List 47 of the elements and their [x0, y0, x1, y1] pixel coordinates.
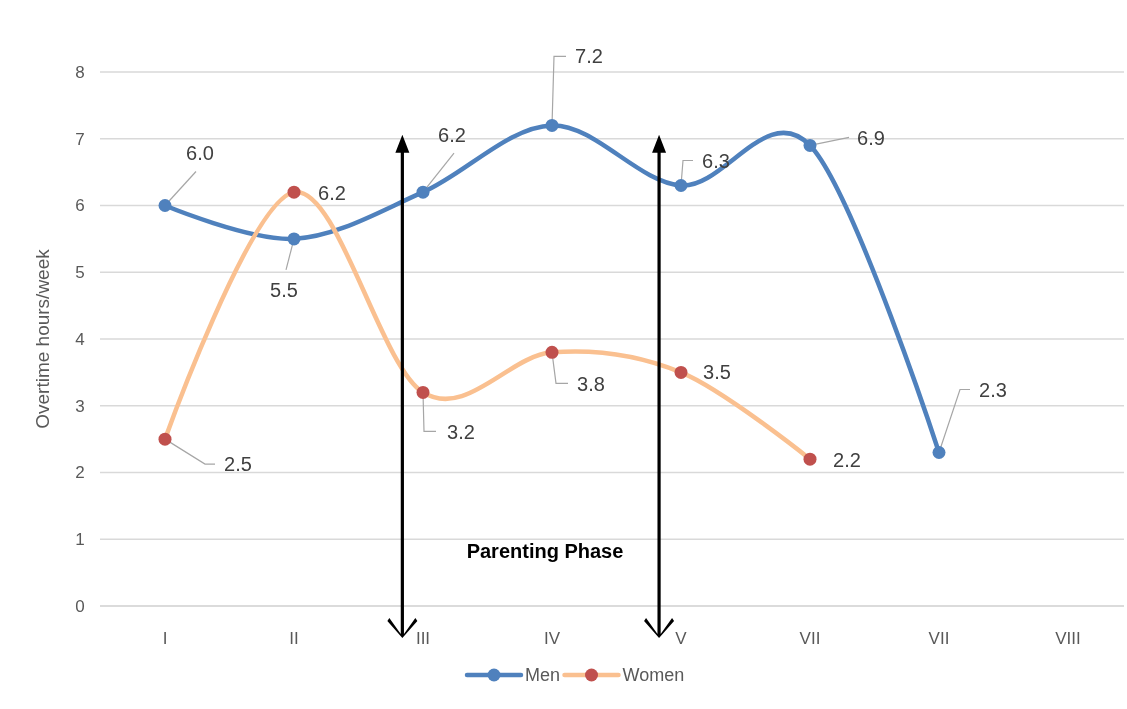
point [674, 178, 688, 192]
point [545, 345, 559, 359]
data-label: 6.9 [857, 127, 885, 150]
data-label: 2.3 [979, 379, 1007, 402]
data-label: 6.3 [702, 150, 730, 173]
x-tick-label: III [415, 628, 431, 648]
data-label: 3.2 [447, 421, 475, 444]
data-label: 6.2 [318, 182, 346, 205]
point [932, 445, 946, 459]
x-tick-label: V [675, 628, 688, 648]
point [803, 138, 817, 152]
point [158, 432, 172, 446]
y-axis-title: Overtime hours/week [31, 248, 53, 429]
x-tick-label: I [162, 628, 168, 648]
y-tick-label: 1 [75, 530, 85, 550]
point [674, 365, 688, 379]
y-tick-label: 6 [75, 196, 85, 216]
y-tick-label: 7 [75, 129, 85, 149]
point [416, 385, 430, 399]
y-tick-label: 3 [75, 396, 85, 416]
data-label: 5.5 [270, 278, 298, 301]
data-label: 3.5 [703, 361, 731, 384]
y-tick-label: 8 [75, 62, 85, 82]
data-label: 6.0 [186, 141, 214, 164]
x-tick-label: IV [543, 628, 561, 648]
data-label: 7.2 [575, 45, 603, 68]
legend-label: Men [525, 665, 561, 686]
x-tick-label: II [289, 628, 299, 648]
x-tick-label: VII [928, 628, 950, 648]
data-label: 2.5 [224, 453, 252, 476]
y-tick-label: 0 [75, 596, 85, 616]
data-label: 6.2 [438, 124, 466, 147]
point [416, 185, 430, 199]
y-tick-label: 5 [75, 263, 85, 283]
point [287, 185, 301, 199]
data-label: 2.2 [833, 449, 861, 472]
x-tick-label: VII [799, 628, 821, 648]
annotation: Parenting Phase [466, 540, 624, 563]
data-label: 3.8 [577, 373, 605, 396]
y-tick-label: 2 [75, 463, 85, 483]
y-tick-label: 4 [75, 329, 85, 349]
point [287, 232, 301, 246]
point [803, 452, 817, 466]
x-tick-label: VIII [1055, 628, 1081, 648]
legend-label: Women [622, 665, 685, 686]
point [545, 118, 559, 132]
point [158, 199, 172, 212]
